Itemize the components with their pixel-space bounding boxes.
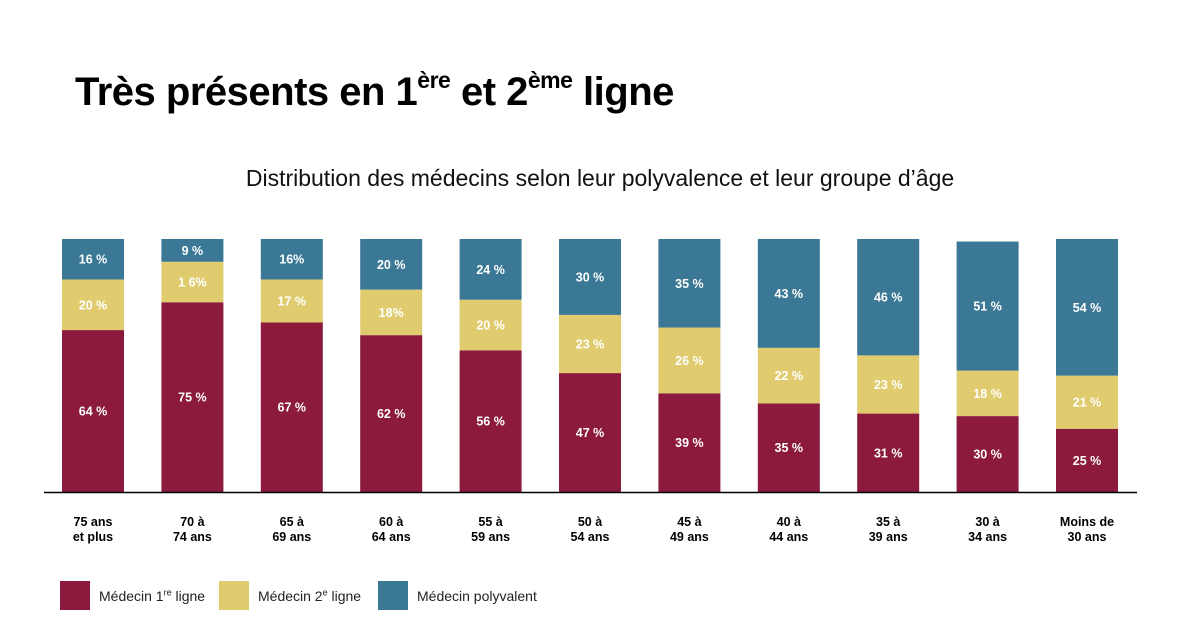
title-text: ligne (572, 70, 674, 114)
bar-segment-second-line (559, 314, 621, 374)
category-label: 55 à 59 ans (471, 515, 510, 544)
bar-segment-second-line (956, 370, 1019, 417)
data-label: 43 % (775, 287, 804, 301)
bar-segment-second-line (360, 289, 423, 336)
bar-segment-second-line (1056, 375, 1118, 429)
bar-segment-first-line (658, 393, 721, 492)
bar-segment-polyvalent (161, 239, 224, 262)
bar-segment-first-line (857, 413, 920, 492)
page-title: Très présents en 1ère et 2ème ligne (75, 66, 674, 115)
bar-segment-second-line (161, 261, 224, 303)
title-text: et 2 (450, 70, 528, 114)
data-label: 30 % (973, 448, 1002, 462)
data-label: 25 % (1073, 454, 1102, 468)
bar-segment-first-line (559, 373, 621, 492)
legend-item-first-line: Médecin 1re ligne (60, 581, 205, 610)
bar-segment-second-line (62, 279, 124, 331)
bar-segment-polyvalent (1056, 239, 1118, 376)
data-label: 64 % (79, 405, 108, 419)
bar-segment-second-line (658, 327, 721, 394)
bar-segment-second-line (260, 279, 323, 323)
bar-segment-second-line (757, 347, 820, 404)
category-label: 30 à 34 ans (968, 515, 1007, 544)
data-label: 1 6% (178, 276, 207, 290)
legend-swatch-first-line (60, 581, 90, 610)
data-label: 22 % (775, 369, 804, 383)
bar-segment-polyvalent (459, 239, 522, 300)
data-label: 30 % (576, 270, 605, 284)
bar-segment-polyvalent (857, 239, 920, 356)
data-label: 31 % (874, 446, 903, 460)
legend-label: Médecin polyvalent (417, 587, 537, 604)
bar-segment-first-line (62, 330, 124, 492)
data-label: 23 % (576, 337, 605, 351)
bar-segment-first-line (459, 350, 522, 492)
data-label: 16% (279, 253, 304, 267)
data-label: 21 % (1073, 396, 1102, 410)
data-label: 17 % (278, 294, 307, 308)
bar-segment-polyvalent (757, 239, 820, 348)
data-label: 18% (379, 306, 404, 320)
data-label: 39 % (675, 436, 704, 450)
data-label: 20 % (377, 258, 406, 272)
data-label: 16 % (79, 253, 108, 267)
bar-segment-polyvalent (559, 239, 621, 315)
data-label: 35 % (675, 277, 704, 291)
bar-segment-second-line (459, 299, 522, 351)
category-label: Moins de 30 ans (1060, 515, 1114, 544)
bar-segment-polyvalent (658, 239, 721, 328)
data-label: 26 % (675, 354, 704, 368)
data-label: 54 % (1073, 301, 1102, 315)
data-label: 51 % (973, 300, 1002, 314)
bar-segment-polyvalent (360, 239, 423, 290)
legend-item-polyvalent: Médecin polyvalent (378, 581, 537, 610)
bar-segment-polyvalent (62, 239, 124, 280)
data-label: 47 % (576, 426, 605, 440)
data-label: 35 % (775, 441, 804, 455)
category-label: 45 à 49 ans (670, 515, 709, 544)
data-label: 62 % (377, 407, 406, 421)
data-label: 24 % (476, 263, 505, 277)
category-label: 65 à 69 ans (272, 515, 311, 544)
category-label: 40 à 44 ans (769, 515, 808, 544)
bar-segment-first-line (360, 335, 423, 492)
bar-segment-first-line (260, 322, 323, 492)
bar-segment-second-line (857, 355, 920, 414)
data-label: 56 % (476, 415, 505, 429)
bar-segment-polyvalent (956, 241, 1019, 371)
category-label: 60 à 64 ans (372, 515, 411, 544)
bar-segment-first-line (757, 403, 820, 492)
data-label: 18 % (973, 387, 1002, 401)
title-superscript: ème (527, 66, 573, 93)
bar-segment-first-line (1056, 428, 1118, 492)
data-label: 46 % (874, 291, 903, 305)
category-label: 50 à 54 ans (571, 515, 610, 544)
data-label: 9 % (182, 244, 204, 258)
legend-label: Médecin 1re ligne (99, 586, 206, 604)
data-label: 20 % (79, 298, 108, 312)
bar-segment-polyvalent (260, 239, 323, 280)
data-label: 67 % (278, 401, 307, 415)
legend-swatch-polyvalent (378, 581, 408, 610)
bar-segment-first-line (161, 302, 224, 492)
title-text: Très présents en 1 (75, 70, 418, 114)
category-label: 35 à 39 ans (869, 515, 908, 544)
data-label: 75 % (178, 391, 207, 405)
legend-item-second-line: Médecin 2e ligne (219, 581, 361, 610)
category-label: 70 à 74 ans (173, 515, 212, 544)
category-label: 75 ans et plus (73, 515, 113, 544)
chart-subtitle: Distribution des médecins selon leur pol… (245, 165, 955, 191)
title-superscript: ère (417, 66, 451, 93)
data-label: 20 % (476, 319, 505, 333)
bar-segment-first-line (956, 416, 1019, 492)
data-label: 23 % (874, 378, 903, 392)
legend-swatch-second-line (219, 581, 249, 610)
legend-label: Médecin 2e ligne (258, 586, 362, 604)
